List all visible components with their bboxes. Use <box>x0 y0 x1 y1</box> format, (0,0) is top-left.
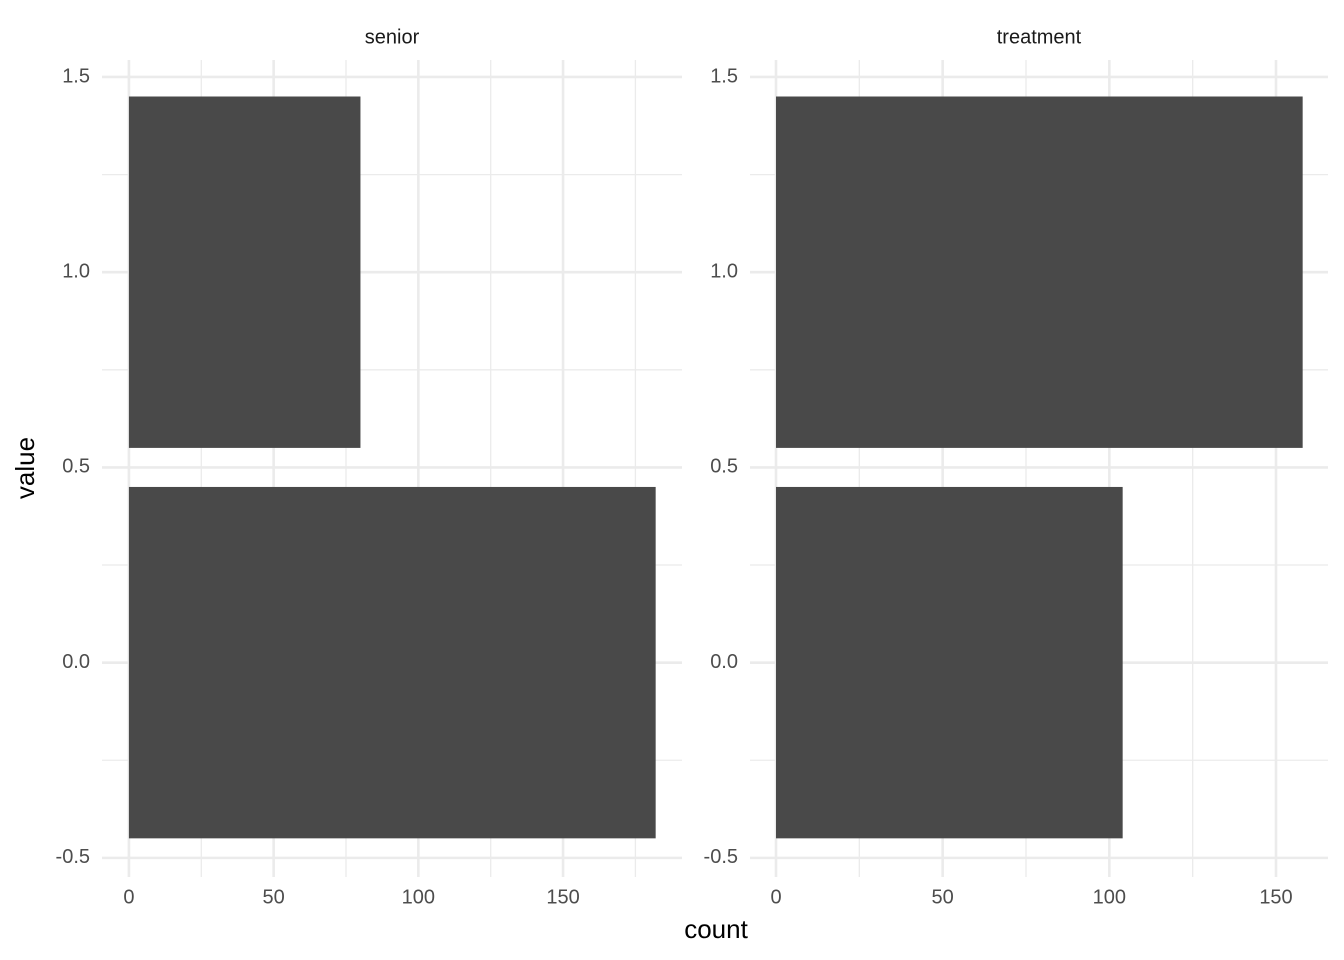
y-axis-title: value <box>10 437 40 499</box>
y-tick-label: 1.0 <box>710 260 738 282</box>
bar <box>128 486 656 839</box>
y-tick-label: 1.5 <box>710 65 738 87</box>
x-tick-label: 0 <box>123 886 134 908</box>
strip-title: treatment <box>997 26 1082 48</box>
y-tick-label: 0.5 <box>710 456 738 478</box>
x-axis-title: count <box>684 914 748 944</box>
y-tick-label: -0.5 <box>704 846 738 868</box>
y-tick-label: 1.5 <box>62 65 90 87</box>
x-tick-label: 50 <box>932 886 954 908</box>
bar <box>128 96 361 448</box>
y-tick-label: -0.5 <box>56 846 90 868</box>
y-tick-label: 1.0 <box>62 260 90 282</box>
bar <box>776 486 1123 839</box>
x-tick-label: 0 <box>770 886 781 908</box>
x-tick-label: 100 <box>402 886 435 908</box>
x-tick-label: 50 <box>263 886 285 908</box>
y-tick-label: 0.0 <box>62 651 90 673</box>
strip-title: senior <box>365 26 420 48</box>
x-tick-label: 100 <box>1093 886 1126 908</box>
y-tick-label: 0.5 <box>62 456 90 478</box>
x-tick-label: 150 <box>1259 886 1292 908</box>
x-tick-label: 150 <box>546 886 579 908</box>
bar <box>776 96 1303 448</box>
y-tick-label: 0.0 <box>710 651 738 673</box>
